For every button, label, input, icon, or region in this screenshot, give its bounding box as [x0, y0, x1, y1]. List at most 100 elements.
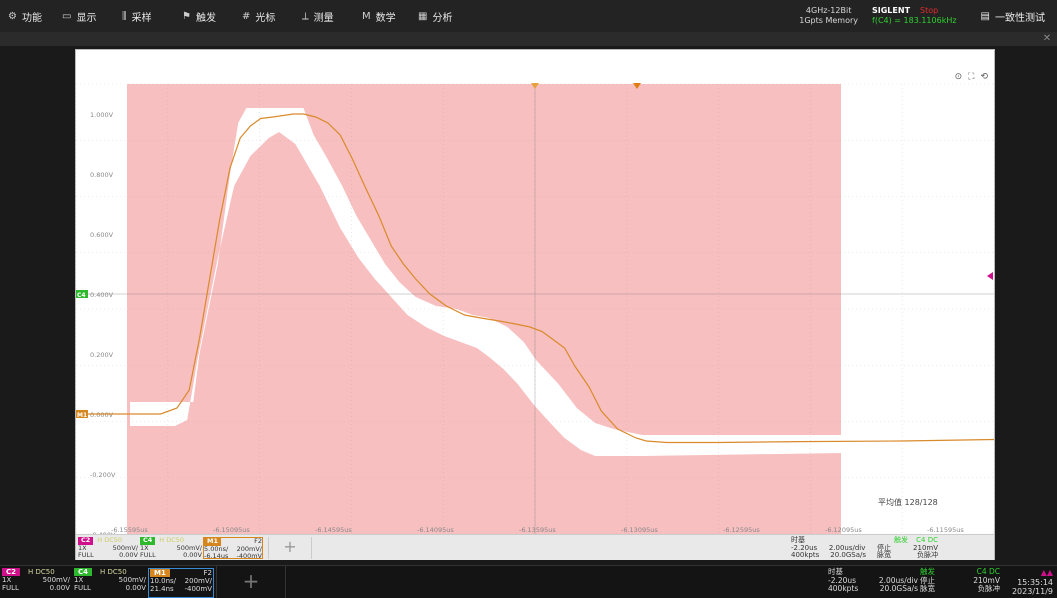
frequency-counter-readout: f(C4) = 183.1106kHz — [872, 16, 957, 25]
trigger-type: 负脉冲 — [917, 551, 938, 559]
menu-item-cursor[interactable]: # 光标 — [232, 0, 292, 32]
x-tick-label: -6.13595us — [519, 526, 556, 534]
trigger-level: 210mV — [913, 543, 938, 552]
m1-level-marker[interactable] — [76, 410, 88, 418]
menu-bar: ⚙ 功能 ▭ 显示 ⫼ 采样 ⚑ 触发 # 光标 ⟂ 测量 M 数学 ▦ 分析 4GHz-12Bit 1Gpt… — [0, 0, 1057, 32]
cursor-icon: # — [242, 10, 251, 22]
status-timebase-rate: 20.0GSa/s — [879, 584, 918, 593]
trigger-position-marker[interactable] — [633, 83, 641, 89]
acquire-icon: ⫼ — [122, 10, 127, 22]
menu-item-label: 光标 — [255, 12, 276, 24]
window-trigger-info[interactable]: 触发 C4 DC 210mV 负脉冲 — [894, 536, 938, 560]
status-m1-source: F2 — [203, 569, 212, 577]
spec-line-2: 1Gpts Memory — [799, 16, 858, 25]
fullscreen-icon[interactable]: ⛶ — [968, 72, 975, 82]
trigger-title: 触发 — [894, 536, 908, 544]
brand-block: SIGLENT Stop f(C4) = 183.1106kHz — [872, 6, 967, 26]
waveform-plot[interactable]: 1.000V 0.800V 0.600V 0.400V 0.200V 0.000V -0.2… — [76, 50, 994, 534]
trigger-channel: C4 DC — [916, 536, 938, 544]
c4-level-marker[interactable] — [76, 290, 88, 298]
m1-tdiv: 5.00ns/ — [204, 544, 229, 553]
run-status[interactable]: Stop — [920, 6, 939, 15]
x-tick-label: -6.14095us — [417, 526, 454, 534]
x-tick-label: -6.15595us — [111, 526, 148, 534]
y-tick-label: 0.800V — [90, 171, 114, 179]
y-tick-label: -0.200V — [90, 471, 116, 479]
x-tick-label: -6.11595us — [927, 526, 964, 534]
c2-offset: 0.00V — [119, 551, 138, 559]
status-m1-info[interactable]: M1 F2 10.0ns/200mV/ 21.4ns -400mV — [148, 568, 214, 598]
window-m1-info[interactable]: M1 F2 5.00ns/200mV/ -6.14us -400mV — [203, 537, 263, 560]
status-m1-tag: M1 — [150, 569, 170, 577]
compliance-test-button[interactable]: ▤ 一致性测试 — [967, 0, 1057, 32]
menu-item-label: 显示 — [76, 12, 97, 24]
add-channel-button[interactable]: + — [216, 566, 286, 598]
status-timebase-title: 时基 — [828, 567, 843, 576]
window-c4-info[interactable]: C4 H DC50 1X 500mV/ FULL 0.00V — [140, 536, 202, 560]
waveform-window: 1.000V 0.800V 0.600V 0.400V 0.200V 0.000V -0.2… — [75, 49, 995, 560]
status-c4-scale: 1X — [74, 576, 84, 584]
analysis-icon: ▦ — [418, 10, 428, 22]
utility-icon: ⚙ — [8, 10, 17, 22]
menu-item-display[interactable]: ▭ 显示 — [52, 0, 112, 32]
menu-item-utility[interactable]: ⚙ 功能 — [0, 0, 52, 32]
menu-item-label: 采样 — [131, 12, 152, 24]
y-tick-label: 0.400V — [90, 291, 114, 299]
window-add-channel-button[interactable]: + — [268, 537, 312, 559]
c2-bw: FULL — [78, 551, 94, 559]
display-icon: ▭ — [62, 10, 72, 22]
status-trigger-pulse: 脉宽 — [920, 584, 935, 593]
m1-source: F2 — [254, 537, 262, 545]
menu-item-label: 测量 — [313, 12, 334, 24]
status-c2-coupling: H DC50 — [28, 568, 55, 576]
status-trigger[interactable]: 触发 C4 DC 停止 210mV 脉宽 负脉冲 — [920, 567, 1001, 594]
menu-item-trigger[interactable]: ⚑ 触发 — [172, 0, 232, 32]
status-c2-bw: FULL — [2, 584, 19, 592]
menu-item-math[interactable]: M 数学 — [352, 0, 408, 32]
menu-item-analysis[interactable]: ▦ 分析 — [408, 0, 468, 32]
status-c2-info[interactable]: C2 H DC50 1X 500mV/ FULL 0.00V — [2, 568, 70, 592]
m1-offset: -400mV — [236, 552, 262, 560]
y-tick-label: 0.000V — [90, 411, 114, 419]
menu-item-label: 触发 — [195, 12, 216, 24]
trigger-icon: ⚑ — [182, 10, 191, 22]
restore-icon[interactable]: ⟲ — [980, 72, 988, 82]
x-tick-label: -6.12095us — [825, 526, 862, 534]
status-timebase-div: 2.00us/div — [878, 575, 918, 585]
status-trigger-channel: C4 DC — [976, 567, 1000, 576]
status-c2-volts: 500mV/ — [42, 576, 70, 584]
status-c4-info[interactable]: C4 H DC50 1X 500mV/ FULL 0.00V — [74, 568, 146, 592]
c4-scale: 1X — [140, 543, 149, 552]
average-count-label: 平均值 128/128 — [878, 497, 938, 507]
status-m1-offset: -400mV — [184, 585, 213, 593]
trigger-level-arrow-icon[interactable] — [987, 272, 993, 280]
screenshot-icon[interactable]: ⊙ — [954, 72, 963, 82]
measure-icon: ⟂ — [302, 10, 309, 22]
status-timebase-points: 400kpts — [828, 584, 859, 593]
trigger-position-marker[interactable] — [531, 83, 539, 89]
timebase-points: 400kpts — [791, 551, 820, 559]
window-timebase-info[interactable]: 时基 -2.20us 2.00us/div 停止 400kpts 20.0GSa/s 脉… — [791, 536, 891, 560]
status-timebase[interactable]: 时基 -2.20us 2.00us/div 400kpts 20.0GSa/s — [828, 567, 918, 594]
status-m1-vdiv: 200mV/ — [184, 577, 212, 585]
m1-vdiv: 200mV/ — [236, 544, 262, 553]
window-c2-info[interactable]: C2 H DC50 1X 500mV/ FULL 0.00V — [78, 536, 138, 560]
menu-item-label: 功能 — [21, 12, 42, 24]
status-trigger-level: 210mV — [973, 575, 1000, 585]
status-c4-tag: C4 — [74, 568, 93, 576]
status-trigger-type: 负脉冲 — [977, 584, 1001, 593]
menu-right: 4GHz-12Bit 1Gpts Memory SIGLENT Stop f(C4… — [785, 0, 1057, 32]
status-run-state: 停止 — [920, 575, 935, 585]
waveform-trace — [76, 113, 994, 444]
status-c2-tag: C2 — [2, 568, 21, 576]
trigger-pulse-label: 脉宽 — [877, 551, 891, 559]
window-toolbar: ⊙ ⛶ ⟲ — [955, 72, 988, 82]
close-icon[interactable]: ✕ — [1042, 33, 1052, 44]
m1-position: -6.14us — [204, 552, 229, 560]
x-tick-label: -6.12595us — [723, 526, 760, 534]
status-date: 2023/11/9 — [1011, 587, 1053, 596]
toolbar-strip: ✕ — [0, 32, 1057, 46]
menu-item-measure[interactable]: ⟂ 测量 — [292, 0, 352, 32]
menu-item-acquire[interactable]: ⫼ 采样 — [112, 0, 172, 32]
status-c4-bw: FULL — [74, 584, 91, 592]
